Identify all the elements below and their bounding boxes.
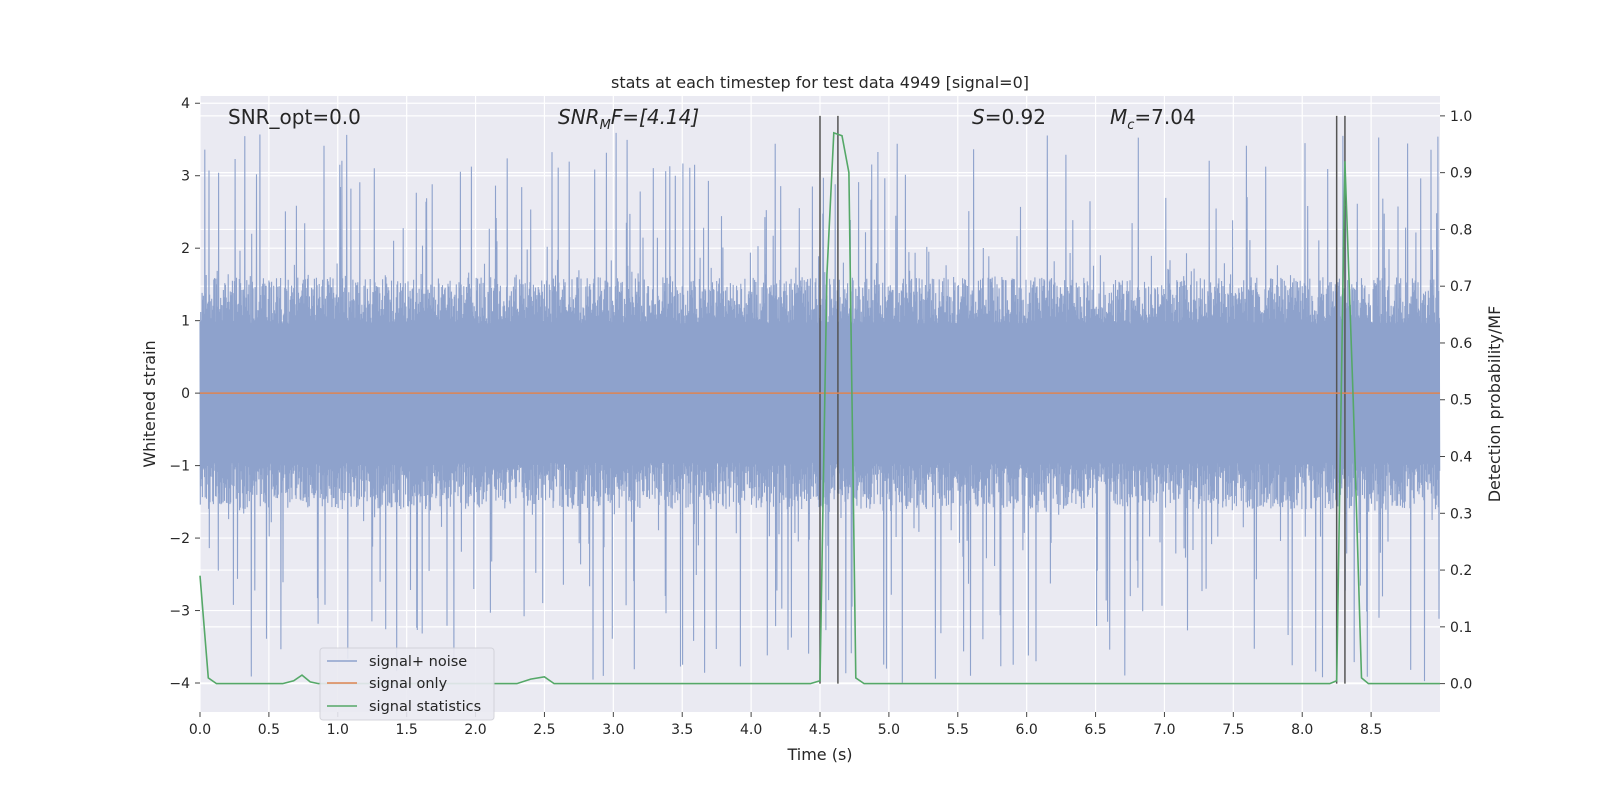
x-tick-label-11: 5.5	[947, 722, 969, 738]
y-right-axis-ticks: 0.0 0.1 0.2 0.3 0.4 0.5 0.6 0.7 0.8 0.9 1.0	[1440, 109, 1472, 693]
y-tick-label-2: −2	[169, 531, 190, 547]
x-tick-label-4: 2.0	[464, 722, 486, 738]
y-right-tick-label-9: 0.9	[1450, 166, 1472, 182]
x-tick-label-15: 7.5	[1222, 722, 1244, 738]
x-tick-label-8: 4.0	[740, 722, 762, 738]
x-axis-label: Time (s)	[786, 745, 852, 764]
legend-label-signal-only: signal only	[369, 676, 448, 692]
y-tick-label-6: 2	[181, 241, 190, 257]
y-right-tick-label-6: 0.6	[1450, 336, 1472, 352]
y-tick-label-0: −4	[169, 676, 190, 692]
x-axis-ticks: 0.0 0.5 1.0 1.5 2.0 2.5 3.0 3.5 4.0 4.5 5.0 5.5 6.0 6…	[189, 712, 1382, 738]
legend-label-signal-statistics: signal statistics	[369, 699, 481, 715]
x-tick-label-7: 3.5	[671, 722, 693, 738]
legend: signal+ noise signal only signal statist…	[319, 647, 495, 721]
x-tick-label-14: 7.0	[1153, 722, 1175, 738]
y-right-tick-label-0: 0.0	[1450, 677, 1472, 693]
legend-label-signal-noise: signal+ noise	[369, 654, 467, 670]
y-right-tick-label-1: 0.1	[1450, 620, 1472, 636]
x-tick-label-10: 5.0	[878, 722, 900, 738]
y-right-tick-label-2: 0.2	[1450, 563, 1472, 579]
x-tick-label-5: 2.5	[533, 722, 555, 738]
x-tick-label-6: 3.0	[602, 722, 624, 738]
y-right-tick-label-7: 0.7	[1450, 279, 1472, 295]
x-tick-label-9: 4.5	[809, 722, 831, 738]
y-axis-label: Whitened strain	[140, 340, 159, 467]
series-signal-statistics	[199, 131, 1440, 685]
x-tick-label-0: 0.0	[189, 722, 211, 738]
annotation-mc: Mc=7.04	[1110, 105, 1196, 133]
legend-box	[319, 647, 495, 721]
x-tick-label-16: 8.0	[1291, 722, 1313, 738]
y-tick-label-3: −1	[169, 459, 190, 475]
y-right-tick-label-4: 0.4	[1450, 450, 1472, 466]
y-tick-label-4: 0	[181, 386, 190, 402]
y-tick-label-5: 1	[181, 314, 190, 330]
y-right-tick-label-10: 1.0	[1450, 109, 1472, 125]
annotation-snr-opt: SNR_opt=0.0	[228, 105, 361, 129]
chart-title: stats at each timestep for test data 494…	[611, 73, 1029, 92]
x-tick-label-1: 0.5	[258, 722, 280, 738]
x-tick-label-12: 6.0	[1016, 722, 1038, 738]
y-right-tick-label-8: 0.8	[1450, 222, 1472, 238]
y-right-tick-label-3: 0.3	[1450, 506, 1472, 522]
annotation-s: S=0.92	[972, 105, 1046, 129]
y-axis-ticks: −4 −3 −2 −1 0 1 2 3 4	[169, 96, 200, 692]
y-right-tick-label-5: 0.5	[1450, 393, 1472, 409]
x-tick-label-2: 1.0	[327, 722, 349, 738]
y-right-axis-label: Detection probability/MF	[1485, 306, 1504, 503]
x-tick-label-3: 1.5	[396, 722, 418, 738]
x-tick-label-13: 6.5	[1084, 722, 1106, 738]
y-tick-label-1: −3	[169, 604, 190, 620]
x-tick-label-17: 8.5	[1360, 722, 1382, 738]
y-tick-label-7: 3	[181, 169, 190, 185]
vertical-markers	[819, 115, 1346, 684]
y-tick-label-8: 4	[181, 96, 190, 112]
annotation-snr-mf: SNRMF=[4.14]	[558, 105, 699, 133]
